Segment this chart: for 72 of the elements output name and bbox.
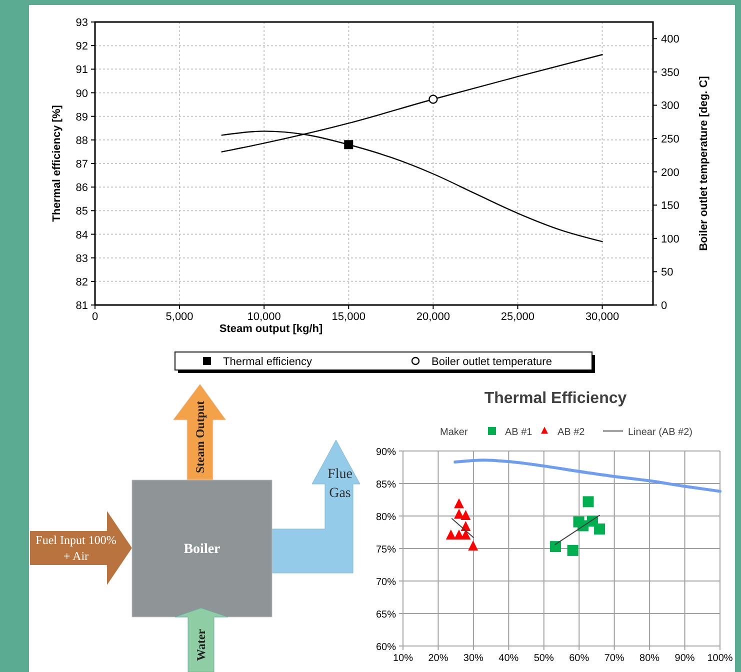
- y2-tick-label: 350: [661, 66, 680, 79]
- chart-title: Thermal Efficiency: [484, 390, 627, 407]
- y-tick-label: 60%: [376, 642, 396, 653]
- y-tick-label: 84: [76, 229, 88, 242]
- y-tick-label: 92: [76, 40, 88, 53]
- point: [460, 530, 471, 540]
- x-tick-label: 70%: [604, 653, 624, 664]
- x-tick-label: 30%: [463, 653, 484, 664]
- text: Boiler: [184, 542, 220, 557]
- point: [446, 530, 456, 540]
- x-tick-label: 100%: [707, 653, 733, 664]
- point: [460, 510, 471, 520]
- y2-tick-label: 250: [661, 134, 680, 146]
- y-axis-title: Thermal efficiency [%]: [51, 104, 63, 222]
- x-tick-label: 60%: [569, 653, 590, 664]
- legend-label: Boiler outlet temperature: [432, 356, 552, 368]
- x-tick-label: 90%: [674, 653, 695, 664]
- legend-label: AB #1: [505, 427, 533, 438]
- y2-tick-label: 100: [661, 233, 680, 246]
- y2-tick-label: 0: [661, 300, 668, 312]
- point: [454, 508, 464, 519]
- x-tick-label: 15,000: [332, 311, 366, 323]
- legend-label: Linear (AB #2): [628, 427, 692, 438]
- y-tick-label: 93: [76, 17, 88, 29]
- point: [454, 498, 464, 508]
- x-tick-label: 25,000: [500, 311, 535, 323]
- y-tick-label: 90: [76, 88, 88, 100]
- point: [468, 540, 478, 551]
- y-tick-label: 83: [76, 252, 88, 265]
- y-tick-label: 87: [76, 158, 88, 170]
- y-tick-label: 81: [76, 300, 88, 312]
- x-tick-label: 80%: [640, 653, 660, 664]
- y2-axis-title: Boiler outlet temperature [deg. C]: [698, 76, 710, 251]
- x-tick-label: 10,000: [247, 311, 281, 323]
- y-tick-label: 70%: [376, 577, 396, 588]
- y-tick-label: 65%: [376, 610, 396, 620]
- y-tick-label: 88: [76, 134, 88, 147]
- legend-label: Thermal efficiency: [223, 356, 313, 368]
- y-tick-label: 85: [76, 206, 88, 218]
- y2-tick-label: 300: [661, 100, 680, 112]
- point: [594, 524, 606, 534]
- x-tick-label: 10%: [392, 653, 414, 664]
- x-tick-label: 5,000: [166, 311, 194, 323]
- point: [567, 544, 578, 556]
- y-tick-label: 85%: [376, 480, 396, 490]
- text: Steam Output: [193, 400, 207, 474]
- line-series: [454, 458, 722, 493]
- x-tick-label: 50%: [534, 653, 554, 664]
- legend-title: Maker: [440, 427, 468, 438]
- y2-tick-label: 50: [661, 266, 674, 279]
- y-tick-label: 75%: [376, 544, 396, 556]
- x-axis-title: Steam output [kg/h]: [219, 323, 323, 335]
- text: Fuel Input 100% + Air: [36, 533, 116, 564]
- x-tick-label: 20%: [428, 653, 448, 664]
- y-tick-label: 89: [76, 111, 88, 124]
- y-tick-label: 86: [76, 182, 88, 194]
- y2-tick-label: 400: [661, 34, 680, 46]
- y-tick-label: 82: [76, 276, 88, 288]
- x-tick-label: 40%: [498, 653, 519, 664]
- y2-tick-label: 150: [661, 200, 680, 212]
- legend-label: AB #2: [558, 427, 586, 438]
- text: Water: [194, 628, 208, 661]
- y2-tick-label: 200: [661, 166, 680, 179]
- x-tick-label: 20,000: [416, 311, 450, 323]
- point: [582, 496, 594, 508]
- point: [550, 541, 562, 552]
- y-tick-label: 90%: [376, 447, 396, 458]
- text: Flue Gas: [328, 467, 352, 501]
- y-tick-label: 80%: [376, 512, 396, 523]
- x-tick-label: 0: [92, 311, 98, 323]
- x-tick-label: 30,000: [585, 311, 620, 323]
- y-tick-label: 91: [76, 64, 88, 76]
